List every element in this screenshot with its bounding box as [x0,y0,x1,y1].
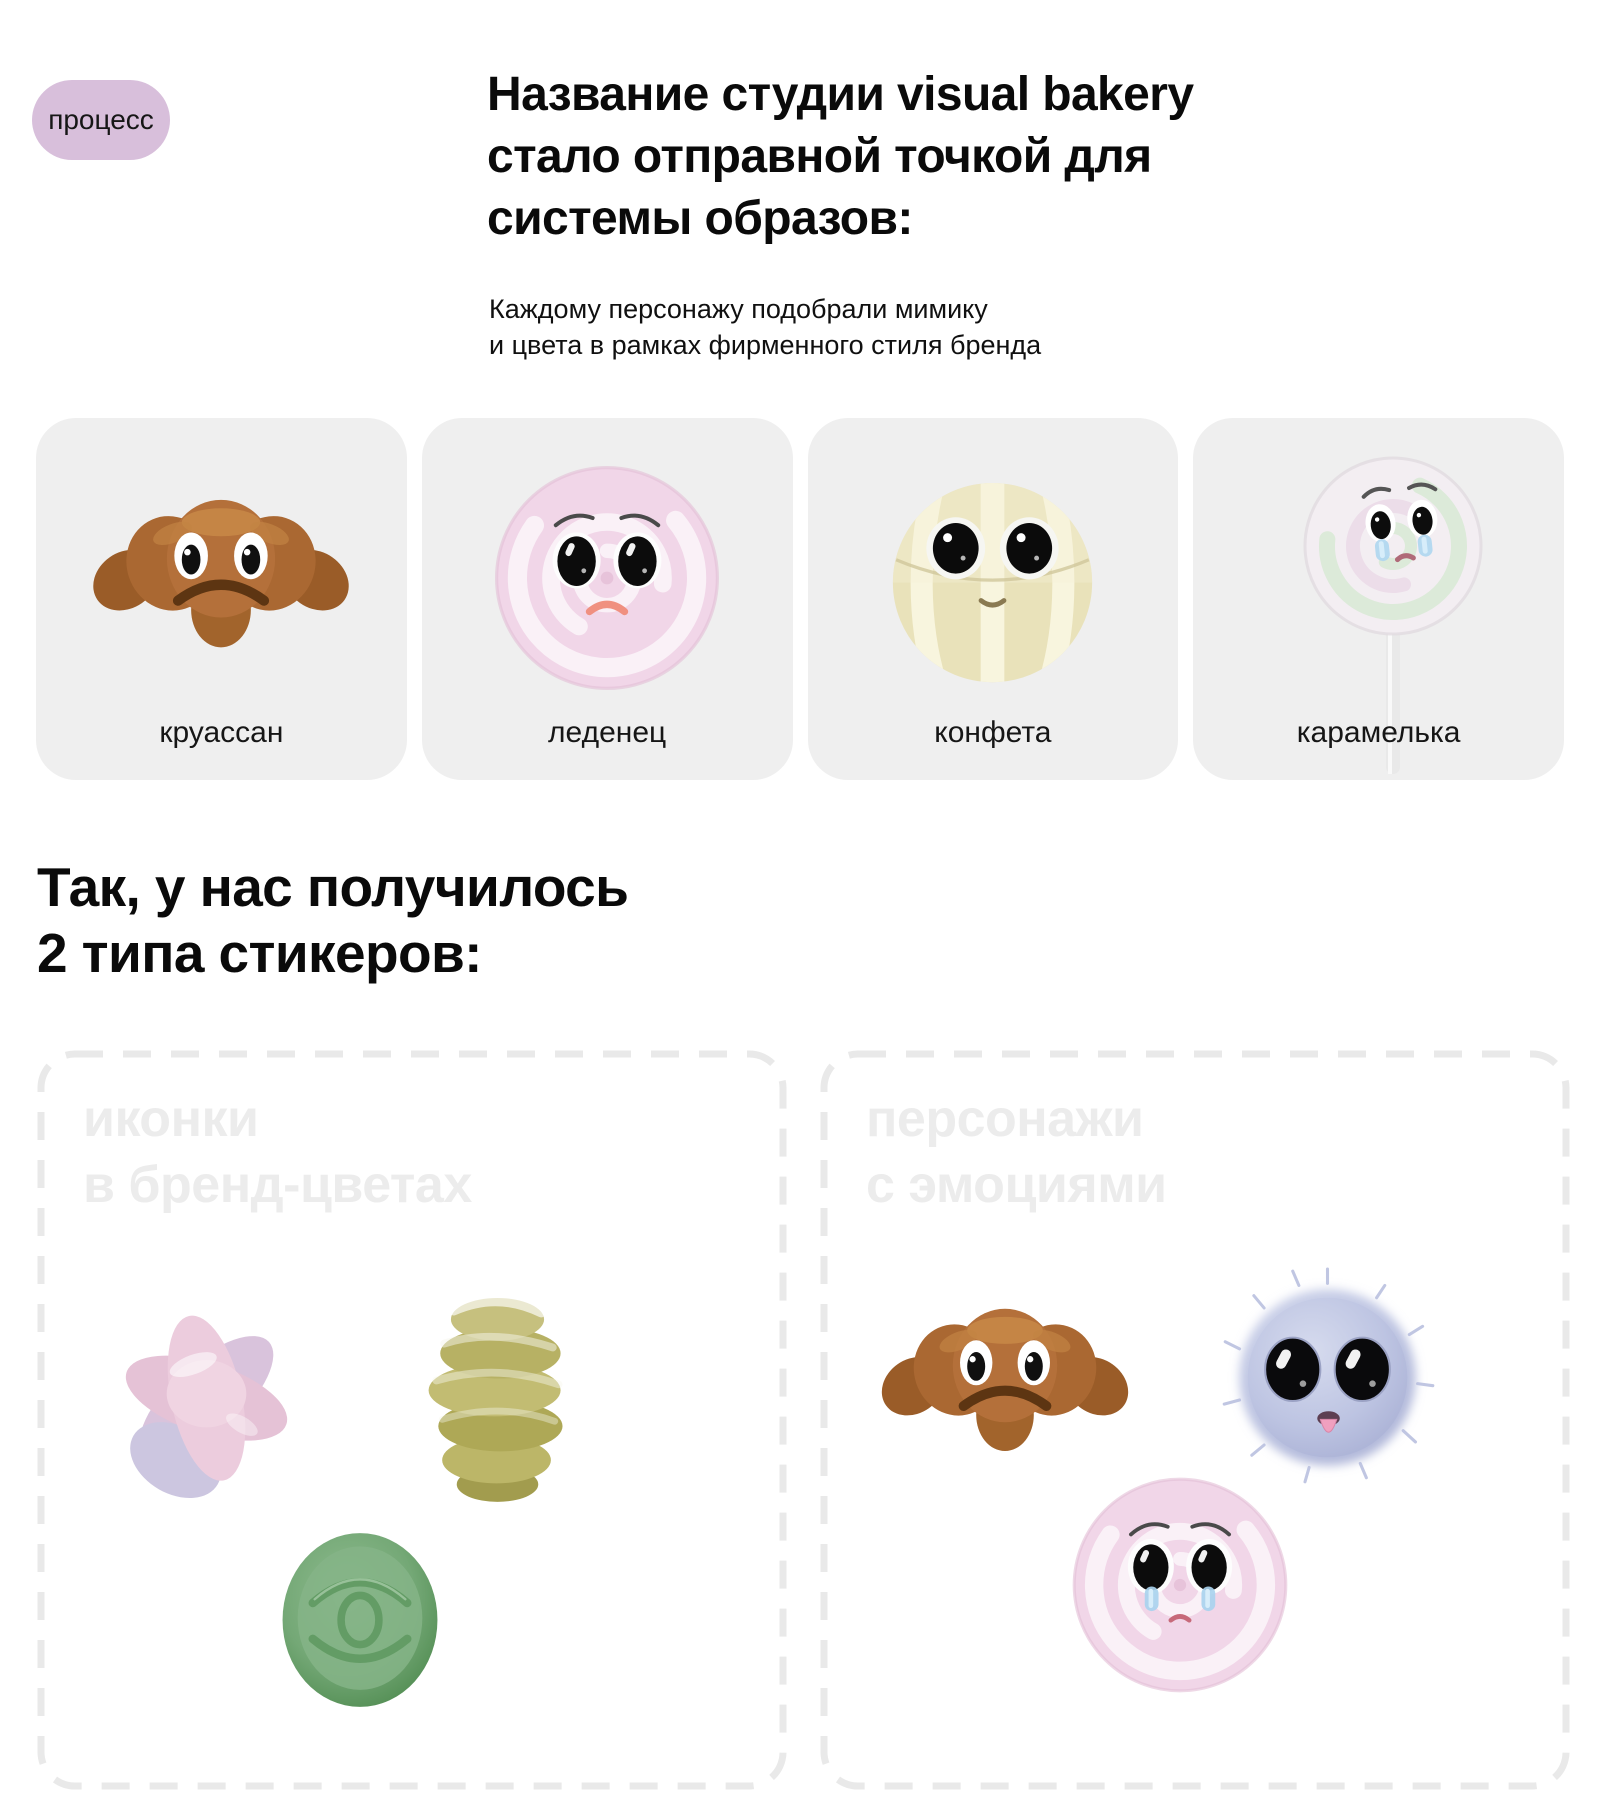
process-badge: процесс [32,80,170,160]
sticker-types-heading-line-1: Так, у нас получилось [37,856,629,918]
character-cards-row: круассан леденец [36,418,1564,780]
process-badge-label: процесс [48,104,154,135]
fluffy-lavender-character [1222,1267,1435,1484]
card-label: леденец [548,716,667,749]
box-title-characters-line-2: с эмоциями [866,1156,1167,1214]
sad-croissant-character [870,1280,1140,1469]
card-label: круассан [159,716,284,749]
page-title-line-1: Название студии visual bakery [487,68,1194,121]
box-title-icons: иконки в бренд-цветах [83,1086,472,1218]
pink-flower-icon [125,1315,288,1499]
striped-candy-icon [893,482,1093,683]
green-disk-logo-icon [282,1533,438,1707]
crying-swirl-character [1065,1470,1295,1700]
card-caramel: карамелька [1193,418,1564,780]
sad-lollipop-swirl-icon [487,458,727,698]
sticker-type-box-characters: персонажи с эмоциями [820,1050,1570,1790]
box-title-characters-line-1: персонажи [866,1090,1144,1148]
box-title-icons-line-2: в бренд-цветах [83,1156,472,1214]
box-title-characters: персонажи с эмоциями [866,1086,1167,1218]
page-subtitle-line-1: Каждому персонажу подобрали мимику [489,294,988,324]
card-candy: конфета [807,418,1179,780]
sticker-types-heading-line-2: 2 типа стикеров: [37,922,482,984]
card-croissant: круассан [36,418,407,780]
page-title: Название студии visual bakery стало отпр… [487,64,1194,250]
crying-lollipop-icon [1303,456,1483,774]
page-title-line-2: стало отправной точкой для [487,130,1152,183]
box-title-icons-line-1: иконки [83,1090,259,1148]
dashed-border [37,1050,787,1790]
page-subtitle-line-2: и цвета в рамках фирменного стиля бренда [489,330,1042,360]
olive-swirl-icon [428,1296,563,1502]
page-subtitle: Каждому персонажу подобрали мимику и цве… [489,291,1041,363]
card-label: карамелька [1296,716,1461,749]
sticker-type-box-icons: иконки в бренд-цветах [37,1050,787,1790]
sad-croissant-icon [81,470,361,666]
page-title-line-3: системы образов: [487,192,913,245]
card-label: конфета [934,716,1052,749]
sticker-types-heading: Так, у нас получилось 2 типа стикеров: [37,854,629,986]
card-lollipop: леденец [421,418,793,780]
dashed-border [820,1050,1570,1790]
